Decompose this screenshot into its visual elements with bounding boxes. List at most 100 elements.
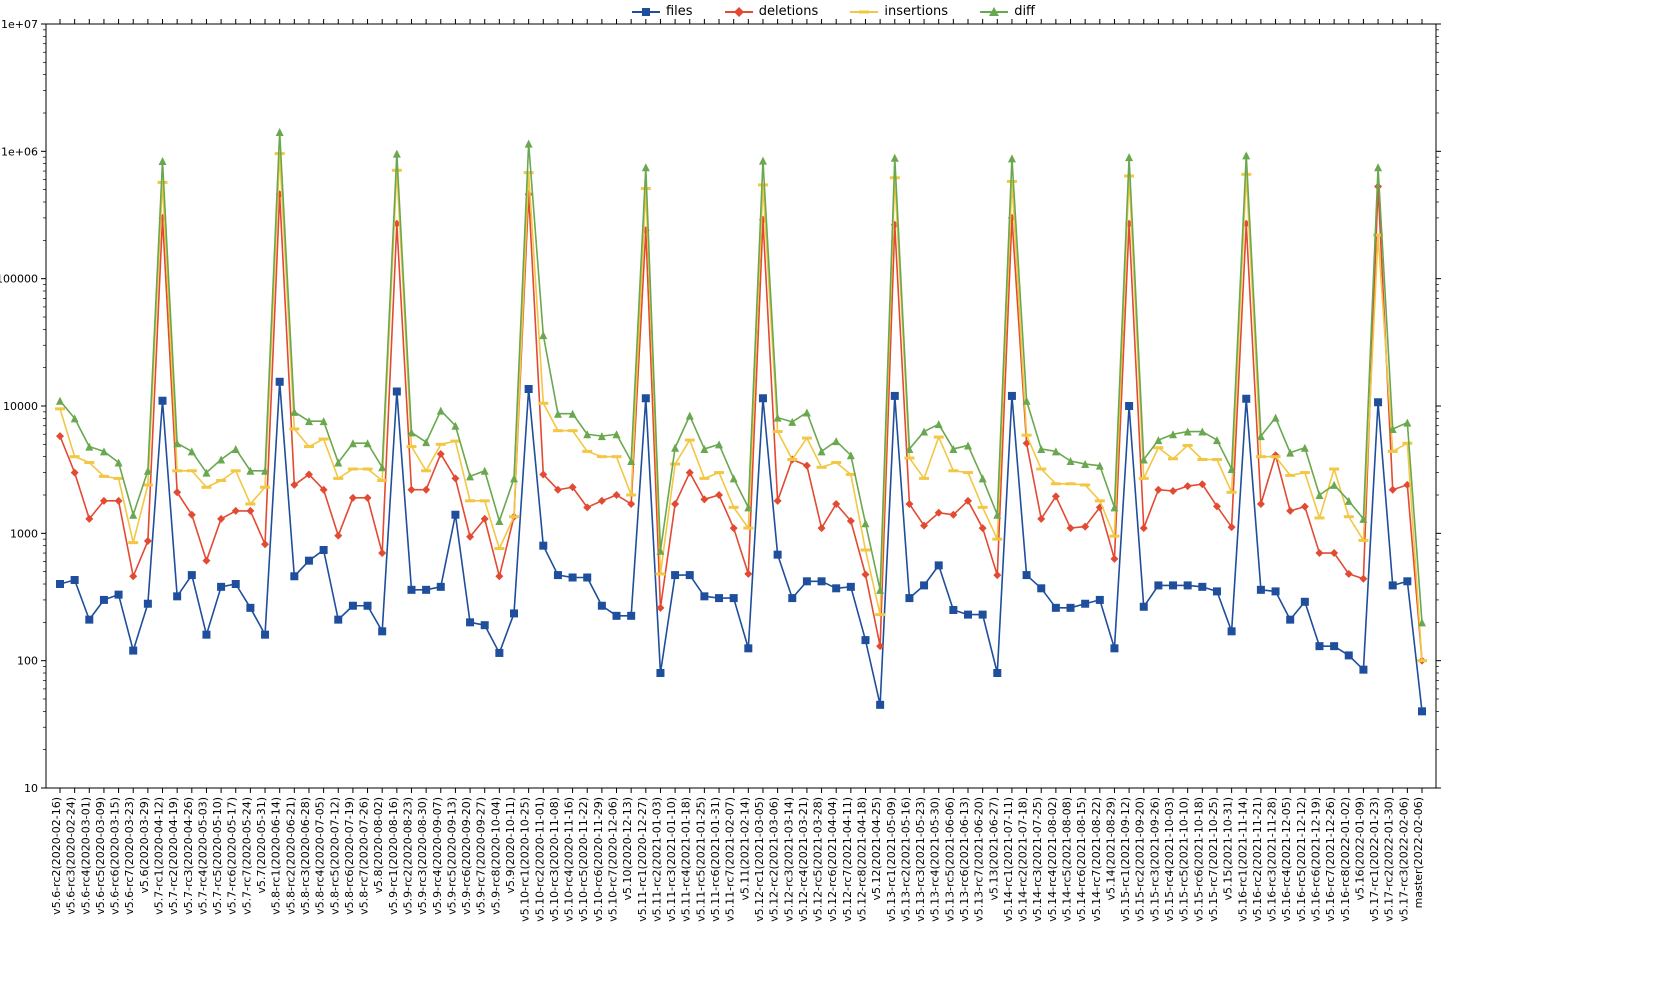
- svg-text:v5.9-rc4(2020-09-07): v5.9-rc4(2020-09-07): [431, 797, 444, 915]
- svg-text:v5.12-rc8(2021-04-18): v5.12-rc8(2021-04-18): [855, 797, 868, 922]
- svg-text:v5.13-rc3(2021-05-23): v5.13-rc3(2021-05-23): [914, 797, 927, 922]
- svg-text:v5.11-rc6(2021-01-31): v5.11-rc6(2021-01-31): [709, 797, 722, 922]
- svg-text:v5.15-rc7(2021-10-25): v5.15-rc7(2021-10-25): [1207, 797, 1220, 922]
- svg-text:v5.9-rc2(2020-08-23): v5.9-rc2(2020-08-23): [401, 797, 414, 915]
- legend: files deletions insertions diff: [0, 4, 1667, 23]
- svg-text:v5.11-rc7(2021-02-07): v5.11-rc7(2021-02-07): [724, 797, 737, 922]
- svg-text:v5.11-rc2(2021-01-03): v5.11-rc2(2021-01-03): [650, 797, 663, 922]
- svg-text:v5.14-rc2(2021-07-18): v5.14-rc2(2021-07-18): [1017, 797, 1030, 922]
- svg-text:v5.9(2020-10-11): v5.9(2020-10-11): [504, 797, 517, 894]
- svg-text:1e+06: 1e+06: [1, 145, 38, 158]
- svg-text:v5.7(2020-05-31): v5.7(2020-05-31): [255, 797, 268, 894]
- svg-text:v5.6-rc6(2020-03-15): v5.6-rc6(2020-03-15): [109, 797, 122, 915]
- svg-text:v5.9-rc3(2020-08-30): v5.9-rc3(2020-08-30): [416, 797, 429, 915]
- legend-swatch-deletions: [725, 5, 753, 19]
- svg-text:v5.16-rc8(2022-01-02): v5.16-rc8(2022-01-02): [1339, 797, 1352, 922]
- svg-text:v5.11-rc1(2020-12-27): v5.11-rc1(2020-12-27): [636, 797, 649, 922]
- svg-text:v5.10(2020-12-13): v5.10(2020-12-13): [621, 797, 634, 901]
- svg-text:10: 10: [24, 782, 38, 795]
- legend-item-files: files: [632, 4, 693, 19]
- svg-text:master(2022-02-06): master(2022-02-06): [1412, 797, 1425, 908]
- svg-text:v5.15-rc3(2021-09-26): v5.15-rc3(2021-09-26): [1148, 797, 1161, 922]
- svg-text:v5.16-rc7(2021-12-26): v5.16-rc7(2021-12-26): [1324, 797, 1337, 922]
- legend-item-diff: diff: [980, 4, 1035, 19]
- svg-text:v5.12-rc2(2021-03-06): v5.12-rc2(2021-03-06): [768, 797, 781, 922]
- svg-text:v5.7-rc4(2020-05-03): v5.7-rc4(2020-05-03): [196, 797, 209, 915]
- legend-swatch-diff: [980, 5, 1008, 19]
- svg-text:v5.10-rc5(2020-11-22): v5.10-rc5(2020-11-22): [577, 797, 590, 922]
- legend-swatch-insertions: [850, 5, 878, 19]
- svg-text:v5.12(2021-04-25): v5.12(2021-04-25): [870, 797, 883, 901]
- svg-text:v5.14(2021-08-29): v5.14(2021-08-29): [1104, 797, 1117, 901]
- legend-item-deletions: deletions: [725, 4, 819, 19]
- legend-label-deletions: deletions: [759, 4, 819, 19]
- svg-text:v5.11(2021-02-14): v5.11(2021-02-14): [738, 797, 751, 901]
- svg-text:v5.15-rc1(2021-09-12): v5.15-rc1(2021-09-12): [1119, 797, 1132, 922]
- svg-text:v5.15-rc4(2021-10-03): v5.15-rc4(2021-10-03): [1163, 797, 1176, 922]
- svg-text:v5.16-rc4(2021-12-05): v5.16-rc4(2021-12-05): [1280, 797, 1293, 922]
- svg-text:v5.13-rc7(2021-06-20): v5.13-rc7(2021-06-20): [973, 797, 986, 922]
- svg-text:10000: 10000: [3, 400, 38, 413]
- svg-text:v5.13(2021-06-27): v5.13(2021-06-27): [987, 797, 1000, 901]
- svg-text:v5.8-rc3(2020-06-28): v5.8-rc3(2020-06-28): [299, 797, 312, 915]
- svg-text:v5.11-rc5(2021-01-25): v5.11-rc5(2021-01-25): [694, 797, 707, 922]
- svg-text:v5.12-rc7(2021-04-11): v5.12-rc7(2021-04-11): [841, 797, 854, 922]
- svg-text:v5.14-rc1(2021-07-11): v5.14-rc1(2021-07-11): [1002, 797, 1015, 922]
- svg-text:v5.8-rc5(2020-07-12): v5.8-rc5(2020-07-12): [328, 797, 341, 915]
- plot-svg: 101001000100001000001e+061e+07v5.6-rc2(2…: [0, 0, 1667, 994]
- svg-text:v5.16-rc1(2021-11-14): v5.16-rc1(2021-11-14): [1236, 797, 1249, 922]
- svg-text:v5.12-rc4(2021-03-21): v5.12-rc4(2021-03-21): [797, 797, 810, 922]
- svg-text:v5.7-rc1(2020-04-12): v5.7-rc1(2020-04-12): [153, 797, 166, 915]
- svg-text:v5.13-rc6(2021-06-13): v5.13-rc6(2021-06-13): [958, 797, 971, 922]
- svg-text:v5.14-rc3(2021-07-25): v5.14-rc3(2021-07-25): [1031, 797, 1044, 922]
- svg-text:v5.9-rc6(2020-09-20): v5.9-rc6(2020-09-20): [460, 797, 473, 915]
- svg-text:v5.13-rc4(2021-05-30): v5.13-rc4(2021-05-30): [929, 797, 942, 922]
- svg-text:100: 100: [17, 655, 38, 668]
- svg-text:v5.8-rc6(2020-07-19): v5.8-rc6(2020-07-19): [343, 797, 356, 915]
- svg-text:v5.9-rc1(2020-08-16): v5.9-rc1(2020-08-16): [387, 797, 400, 915]
- svg-text:v5.11-rc4(2021-01-18): v5.11-rc4(2021-01-18): [680, 797, 693, 922]
- svg-text:v5.8(2020-08-02): v5.8(2020-08-02): [372, 797, 385, 894]
- svg-text:v5.10-rc7(2020-12-06): v5.10-rc7(2020-12-06): [607, 797, 620, 922]
- legend-swatch-files: [632, 5, 660, 19]
- svg-text:v5.7-rc2(2020-04-19): v5.7-rc2(2020-04-19): [167, 797, 180, 915]
- svg-text:v5.11-rc3(2021-01-10): v5.11-rc3(2021-01-10): [665, 797, 678, 922]
- svg-text:v5.7-rc6(2020-05-17): v5.7-rc6(2020-05-17): [226, 797, 239, 915]
- svg-text:v5.8-rc2(2020-06-21): v5.8-rc2(2020-06-21): [284, 797, 297, 915]
- chart-root: files deletions insertions diff 10 100 100…: [0, 0, 1667, 994]
- svg-text:v5.13-rc2(2021-05-16): v5.13-rc2(2021-05-16): [899, 797, 912, 922]
- svg-text:v5.16-rc6(2021-12-19): v5.16-rc6(2021-12-19): [1309, 797, 1322, 922]
- svg-text:v5.13-rc1(2021-05-09): v5.13-rc1(2021-05-09): [885, 797, 898, 922]
- svg-text:v5.12-rc5(2021-03-28): v5.12-rc5(2021-03-28): [812, 797, 825, 922]
- svg-text:v5.6-rc3(2020-02-24): v5.6-rc3(2020-02-24): [65, 797, 78, 915]
- svg-text:v5.15-rc6(2021-10-18): v5.15-rc6(2021-10-18): [1192, 797, 1205, 922]
- svg-text:v5.7-rc3(2020-04-26): v5.7-rc3(2020-04-26): [182, 797, 195, 915]
- svg-text:v5.6-rc5(2020-03-09): v5.6-rc5(2020-03-09): [94, 797, 107, 915]
- svg-text:v5.14-rc5(2021-08-08): v5.14-rc5(2021-08-08): [1061, 797, 1074, 922]
- svg-text:v5.7-rc5(2020-05-10): v5.7-rc5(2020-05-10): [211, 797, 224, 915]
- svg-text:v5.6-rc7(2020-03-23): v5.6-rc7(2020-03-23): [123, 797, 136, 915]
- legend-label-diff: diff: [1014, 4, 1035, 19]
- svg-text:v5.7-rc7(2020-05-24): v5.7-rc7(2020-05-24): [240, 797, 253, 915]
- svg-text:v5.14-rc7(2021-08-22): v5.14-rc7(2021-08-22): [1090, 797, 1103, 922]
- svg-text:v5.10-rc2(2020-11-01): v5.10-rc2(2020-11-01): [533, 797, 546, 922]
- svg-text:v5.17-rc3(2022-02-06): v5.17-rc3(2022-02-06): [1397, 797, 1410, 922]
- svg-text:v5.12-rc1(2021-03-05): v5.12-rc1(2021-03-05): [753, 797, 766, 922]
- svg-text:v5.14-rc6(2021-08-15): v5.14-rc6(2021-08-15): [1075, 797, 1088, 922]
- svg-text:v5.8-rc1(2020-06-14): v5.8-rc1(2020-06-14): [270, 797, 283, 915]
- svg-text:v5.16(2022-01-09): v5.16(2022-01-09): [1353, 797, 1366, 901]
- legend-label-insertions: insertions: [884, 4, 948, 19]
- svg-text:v5.13-rc5(2021-06-06): v5.13-rc5(2021-06-06): [943, 797, 956, 922]
- svg-text:v5.10-rc6(2020-11-29): v5.10-rc6(2020-11-29): [592, 797, 605, 922]
- svg-text:v5.6(2020-03-29): v5.6(2020-03-29): [138, 797, 151, 894]
- svg-text:v5.14-rc4(2021-08-02): v5.14-rc4(2021-08-02): [1046, 797, 1059, 922]
- svg-text:1000: 1000: [10, 527, 38, 540]
- svg-text:v5.6-rc2(2020-02-16): v5.6-rc2(2020-02-16): [50, 797, 63, 915]
- svg-text:v5.12-rc6(2021-04-04): v5.12-rc6(2021-04-04): [826, 797, 839, 922]
- svg-text:v5.6-rc4(2020-03-01): v5.6-rc4(2020-03-01): [79, 797, 92, 915]
- svg-text:v5.9-rc5(2020-09-13): v5.9-rc5(2020-09-13): [445, 797, 458, 915]
- svg-text:v5.16-rc3(2021-11-28): v5.16-rc3(2021-11-28): [1266, 797, 1279, 922]
- svg-text:v5.12-rc3(2021-03-14): v5.12-rc3(2021-03-14): [782, 797, 795, 922]
- svg-text:v5.9-rc8(2020-10-04): v5.9-rc8(2020-10-04): [489, 797, 502, 915]
- svg-text:v5.16-rc5(2021-12-12): v5.16-rc5(2021-12-12): [1295, 797, 1308, 922]
